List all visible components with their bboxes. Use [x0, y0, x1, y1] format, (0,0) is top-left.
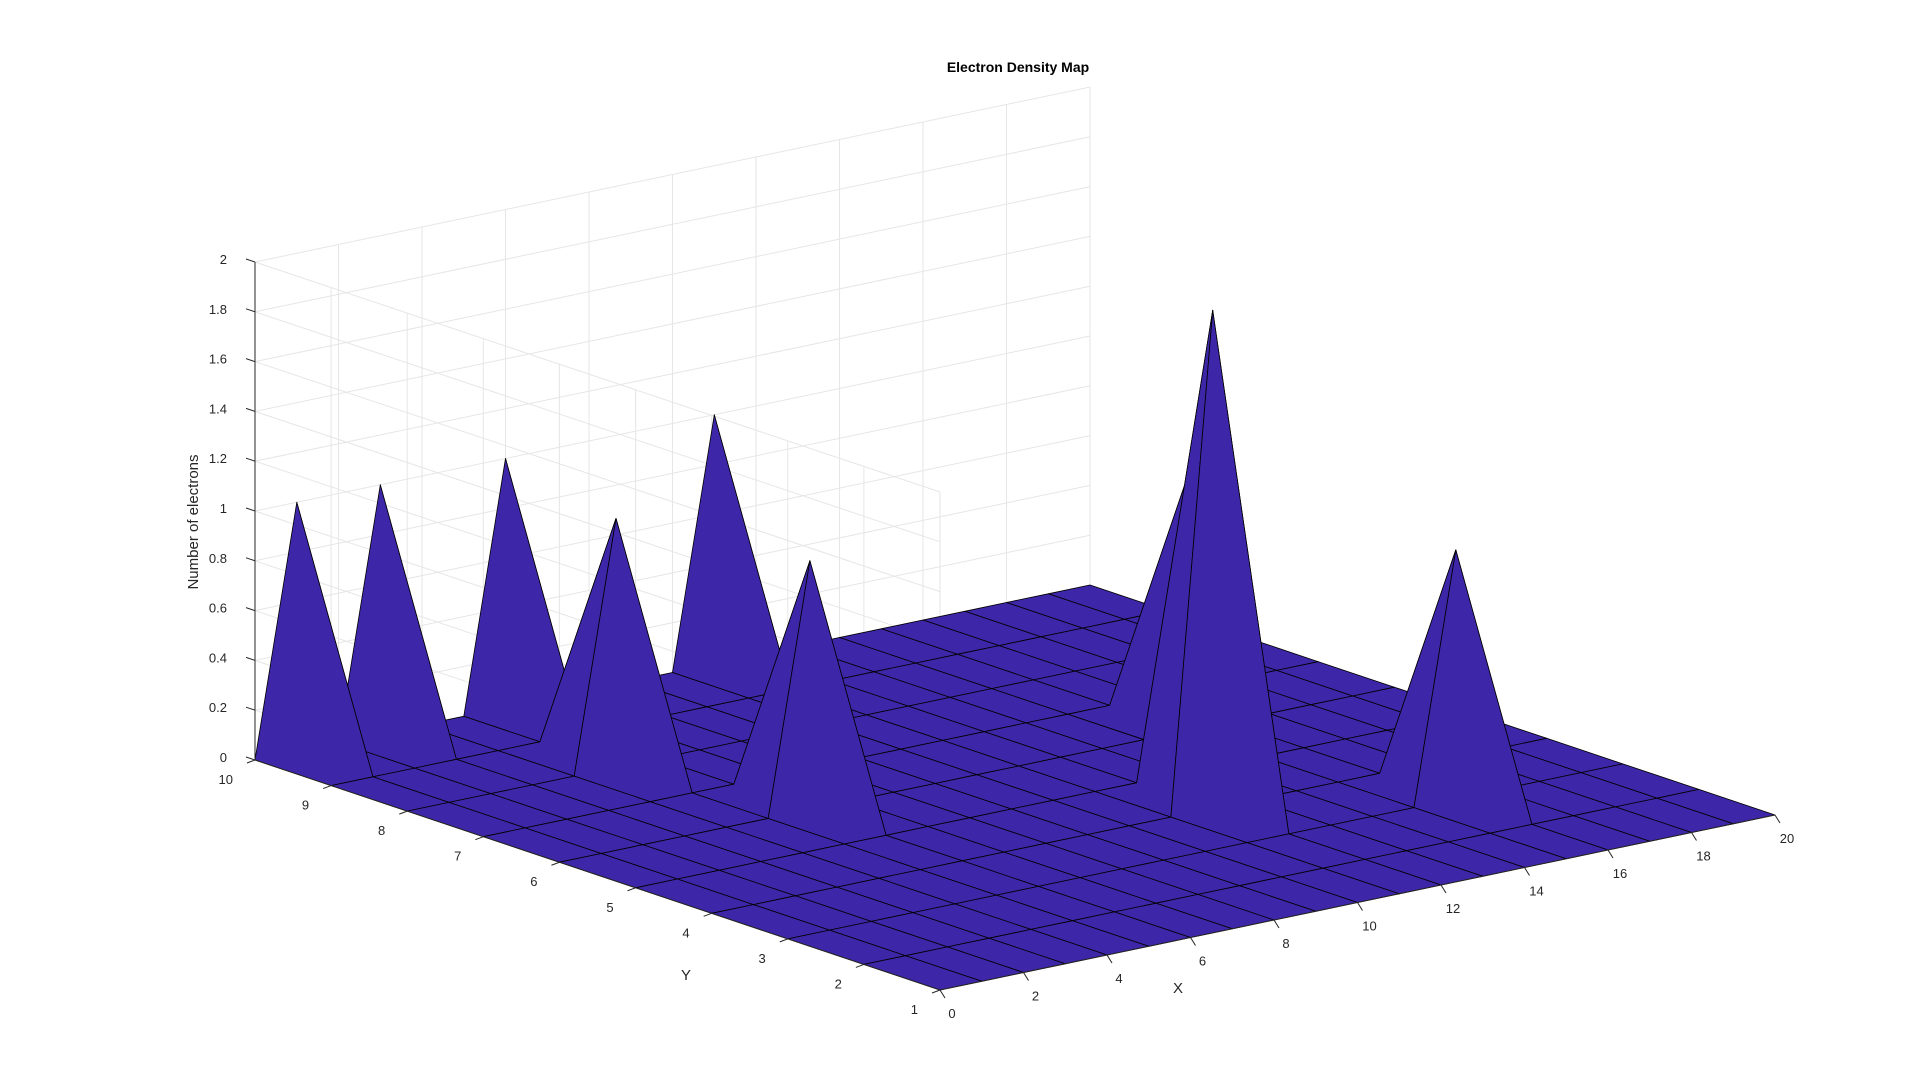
z-tick-label: 0 [220, 750, 227, 765]
x-tick-label: 20 [1780, 831, 1794, 846]
z-tick [245, 308, 256, 313]
y-tick [475, 836, 484, 841]
y-tick [627, 887, 636, 892]
z-tick [245, 457, 256, 462]
z-tick [245, 656, 256, 661]
z-tick-label: 1.6 [209, 352, 227, 367]
x-axis-label: X [1173, 980, 1183, 997]
z-tick-label: 1 [220, 501, 227, 516]
z-tick-label: 0.6 [209, 601, 227, 616]
x-tick-label: 2 [1032, 989, 1039, 1004]
x-tick [1273, 919, 1280, 929]
z-tick [245, 358, 256, 363]
z-tick-label: 0.2 [209, 700, 227, 715]
z-tick-label: 1.2 [209, 451, 227, 466]
z-tick [245, 407, 256, 412]
z-tick [245, 557, 256, 562]
x-tick-label: 8 [1282, 936, 1289, 951]
x-tick [1357, 902, 1363, 911]
y-tick [855, 963, 865, 968]
y-tick-label: 6 [530, 874, 537, 889]
axis-layer: 024681012141618201234567891000.20.40.60.… [209, 252, 1794, 1021]
y-axis-label: Y [681, 967, 691, 984]
x-tick-label: 10 [1362, 919, 1376, 934]
z-tick-label: 0.8 [209, 551, 227, 566]
z-tick [245, 756, 256, 761]
y-tick-label: 8 [378, 823, 385, 838]
y-tick [399, 810, 408, 815]
z-tick [245, 507, 256, 512]
y-tick [246, 759, 256, 764]
y-tick [779, 938, 788, 943]
x-tick [1691, 832, 1697, 841]
y-tick-label: 5 [606, 900, 613, 915]
y-tick-label: 3 [759, 951, 766, 966]
y-tick-label: 2 [835, 976, 842, 991]
y-tick-label: 10 [219, 772, 233, 787]
z-tick-label: 1.8 [209, 302, 227, 317]
x-tick [939, 989, 946, 999]
z-tick-label: 0.4 [209, 650, 227, 665]
z-tick [245, 706, 256, 711]
y-tick [322, 785, 332, 790]
x-tick-label: 14 [1529, 884, 1543, 899]
x-tick-label: 16 [1613, 866, 1627, 881]
y-tick-label: 7 [454, 849, 461, 864]
z-tick [245, 607, 256, 612]
x-tick [1106, 954, 1113, 964]
x-tick [1190, 937, 1196, 946]
x-tick-label: 12 [1446, 901, 1460, 916]
x-tick-label: 0 [948, 1006, 955, 1021]
y-axis-line [254, 759, 941, 991]
x-tick-label: 6 [1199, 954, 1206, 969]
surface-layer [254, 309, 1776, 991]
x-tick [1023, 972, 1029, 981]
surface-face [672, 414, 791, 699]
y-tick-label: 9 [302, 798, 309, 813]
x-tick [1440, 884, 1447, 894]
z-tick-label: 1.4 [209, 401, 227, 416]
x-tick [1524, 867, 1530, 876]
y-tick [551, 861, 560, 866]
z-tick-label: 2 [220, 252, 227, 267]
y-tick [931, 989, 941, 994]
y-tick [703, 912, 712, 917]
x-tick-label: 18 [1696, 849, 1710, 864]
x-tick [1607, 849, 1614, 859]
x-tick [1774, 814, 1781, 824]
z-tick [245, 258, 256, 263]
z-axis-label: Number of electrons [185, 454, 202, 589]
chart-title: Electron Density Map [947, 59, 1089, 75]
y-tick-label: 4 [682, 925, 689, 940]
y-tick-label: 1 [911, 1002, 918, 1017]
x-tick-label: 4 [1115, 971, 1122, 986]
